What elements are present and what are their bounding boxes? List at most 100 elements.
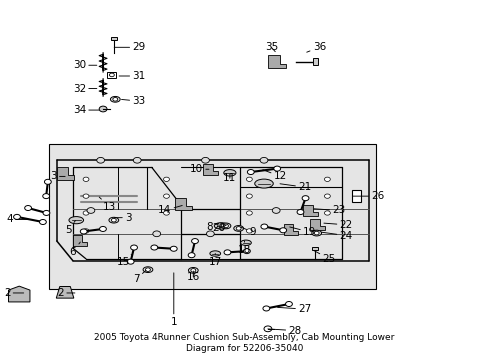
Ellipse shape (233, 226, 243, 231)
Circle shape (87, 208, 95, 213)
Polygon shape (57, 167, 74, 180)
Circle shape (201, 157, 209, 163)
Circle shape (153, 231, 160, 237)
Circle shape (97, 157, 104, 163)
Circle shape (260, 157, 267, 163)
Circle shape (264, 326, 271, 332)
Circle shape (206, 231, 214, 237)
Ellipse shape (214, 223, 227, 229)
Text: 10: 10 (189, 164, 208, 174)
Text: 35: 35 (264, 42, 277, 52)
Text: 23: 23 (313, 206, 345, 216)
Circle shape (130, 245, 137, 250)
Ellipse shape (224, 170, 236, 176)
Circle shape (188, 253, 195, 258)
Circle shape (83, 229, 89, 233)
Text: 30: 30 (73, 60, 97, 70)
Ellipse shape (143, 267, 153, 273)
Ellipse shape (110, 96, 120, 102)
Circle shape (109, 73, 114, 77)
Bar (107, 72, 116, 78)
Bar (111, 37, 117, 40)
Circle shape (83, 194, 89, 198)
Circle shape (324, 211, 330, 215)
Circle shape (99, 106, 107, 112)
Text: 29: 29 (114, 42, 145, 52)
Text: 12: 12 (263, 170, 286, 181)
Text: 18: 18 (237, 241, 251, 255)
Circle shape (243, 249, 250, 253)
Circle shape (324, 194, 330, 198)
Text: 19: 19 (289, 227, 316, 237)
Circle shape (111, 219, 116, 222)
Bar (312, 58, 317, 65)
Circle shape (302, 196, 308, 201)
Circle shape (263, 306, 269, 311)
Circle shape (113, 98, 118, 101)
Polygon shape (49, 144, 375, 289)
Polygon shape (303, 205, 317, 216)
Circle shape (314, 231, 319, 235)
Circle shape (261, 224, 267, 229)
Text: 28: 28 (267, 325, 301, 336)
Text: 14: 14 (158, 206, 182, 216)
Circle shape (145, 268, 150, 271)
Polygon shape (268, 55, 285, 68)
Circle shape (100, 226, 106, 231)
Ellipse shape (188, 267, 198, 273)
Text: 2005 Toyota 4Runner Cushion Sub-Assembly, Cab Mounting Lower
Diagram for 52206-3: 2005 Toyota 4Runner Cushion Sub-Assembly… (94, 333, 394, 353)
Circle shape (236, 226, 241, 230)
Text: 1: 1 (170, 273, 177, 327)
Circle shape (43, 211, 50, 215)
Circle shape (272, 208, 280, 213)
Bar (351, 190, 360, 202)
Circle shape (80, 229, 87, 234)
Polygon shape (175, 198, 191, 211)
Text: 7: 7 (133, 271, 145, 284)
Text: 15: 15 (117, 255, 131, 267)
Text: 27: 27 (277, 304, 311, 314)
Polygon shape (56, 287, 74, 298)
Circle shape (163, 211, 169, 215)
Text: 3: 3 (50, 171, 65, 181)
Circle shape (163, 177, 169, 181)
Circle shape (285, 301, 292, 306)
Ellipse shape (221, 223, 230, 229)
Text: 31: 31 (119, 71, 145, 81)
Text: 34: 34 (73, 105, 99, 115)
Text: 8: 8 (206, 222, 218, 231)
Circle shape (191, 239, 198, 244)
Text: 32: 32 (73, 84, 97, 94)
Text: 26: 26 (352, 191, 384, 201)
Text: 6: 6 (69, 242, 80, 257)
Ellipse shape (254, 179, 273, 188)
Circle shape (24, 206, 31, 211)
Ellipse shape (311, 230, 321, 236)
Text: 2: 2 (4, 288, 23, 298)
Circle shape (44, 179, 51, 184)
Circle shape (170, 246, 177, 251)
Circle shape (273, 166, 280, 171)
Circle shape (190, 269, 195, 272)
Circle shape (246, 194, 252, 198)
Circle shape (246, 177, 252, 181)
Text: 5: 5 (64, 221, 75, 235)
Text: 13: 13 (99, 197, 116, 212)
Text: 21: 21 (280, 182, 311, 192)
Circle shape (127, 259, 134, 264)
Circle shape (151, 245, 158, 250)
Circle shape (279, 228, 286, 233)
Circle shape (223, 224, 228, 228)
Text: 11: 11 (223, 173, 236, 183)
Ellipse shape (69, 217, 83, 224)
Text: 24: 24 (321, 231, 352, 240)
Ellipse shape (240, 240, 251, 246)
Circle shape (83, 177, 89, 181)
Text: 17: 17 (208, 253, 222, 267)
Polygon shape (202, 163, 218, 175)
Polygon shape (8, 286, 30, 302)
Polygon shape (283, 224, 298, 235)
Text: 36: 36 (306, 42, 325, 52)
Circle shape (14, 215, 20, 219)
Text: 3: 3 (114, 213, 131, 222)
